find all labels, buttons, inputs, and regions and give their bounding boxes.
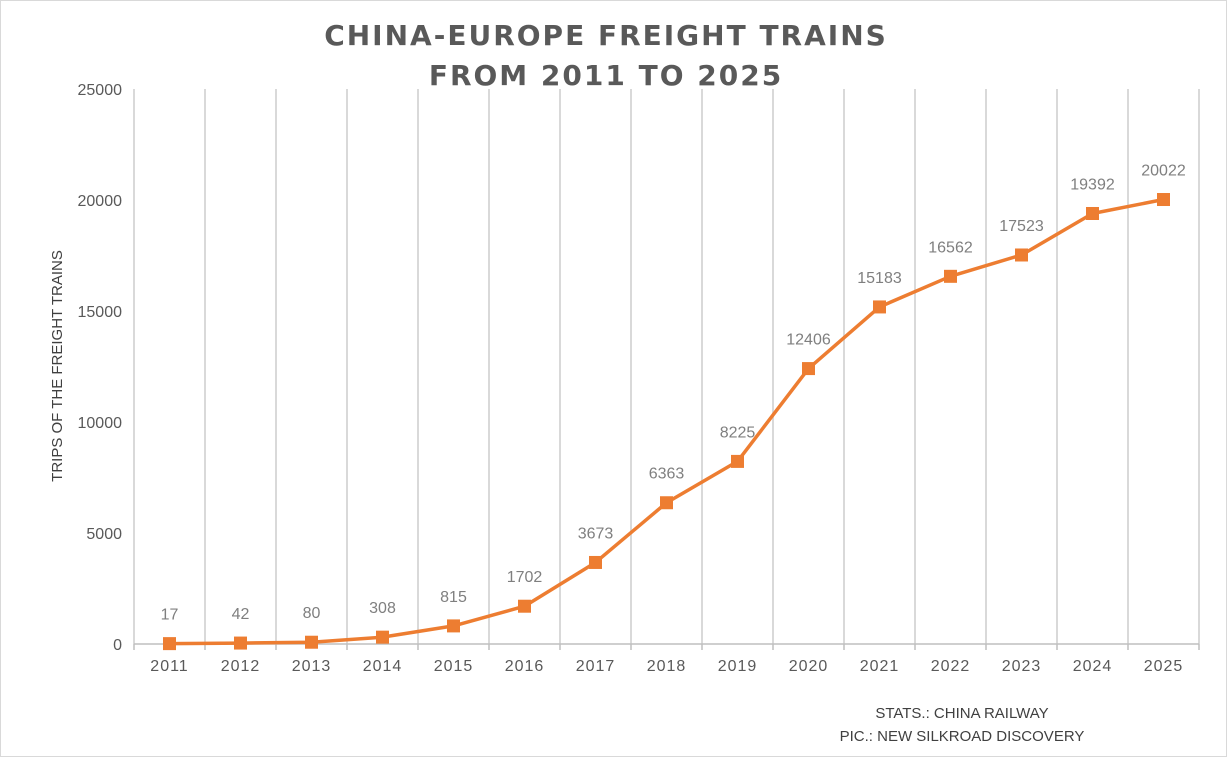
y-tick-label: 10000 <box>78 415 123 432</box>
x-tick-label: 2023 <box>1002 658 1042 675</box>
data-label: 308 <box>369 600 396 617</box>
data-label: 6363 <box>649 466 685 483</box>
data-point-marker <box>660 496 673 510</box>
data-point-marker <box>447 619 460 633</box>
data-label: 8225 <box>720 424 756 441</box>
x-tick-label: 2016 <box>505 658 545 675</box>
x-tick-label: 2011 <box>150 658 188 675</box>
x-tick-label: 2013 <box>292 658 332 675</box>
data-labels: 17 42 80 308 815 1702 3673 6363 8225 12406 15183 16… <box>161 163 1186 624</box>
data-point-marker <box>802 362 815 376</box>
y-tick-label: 5000 <box>86 526 122 543</box>
data-label: 1702 <box>507 569 543 586</box>
data-point-marker <box>731 454 744 468</box>
x-tick-label: 2018 <box>647 658 687 675</box>
series-layer <box>163 193 1170 651</box>
data-point-marker <box>1157 193 1170 207</box>
x-tick-label: 2012 <box>221 658 261 675</box>
x-tick-label: 2022 <box>931 658 971 675</box>
x-tick-label: 2017 <box>576 658 616 675</box>
data-label: 17 <box>161 607 179 624</box>
y-axis-label: TRIPS OF THE FREIGHT TRAINS <box>49 250 66 482</box>
data-label: 15183 <box>857 270 902 287</box>
data-point-marker <box>234 636 247 650</box>
x-tick-label: 2025 <box>1144 658 1184 675</box>
data-label: 19392 <box>1070 176 1115 193</box>
data-label: 20022 <box>1141 163 1186 180</box>
data-label: 80 <box>303 605 321 622</box>
data-point-marker <box>518 599 531 613</box>
data-label: 3673 <box>578 525 614 542</box>
x-tick-label: 2024 <box>1073 658 1113 675</box>
x-tick-label: 2021 <box>860 658 900 675</box>
data-point-marker <box>376 630 389 644</box>
data-label: 815 <box>440 589 467 606</box>
chart-title-line-2: FROM 2011 TO 2025 <box>429 59 783 92</box>
data-point-marker <box>944 269 957 283</box>
data-point-marker <box>1015 248 1028 262</box>
axes: 0 5000 10000 15000 20000 25000 2011 2012 2013 201… <box>78 82 1200 675</box>
y-tick-label: 25000 <box>78 82 123 99</box>
y-tick-label: 15000 <box>78 304 123 321</box>
y-tick-label: 0 <box>113 637 122 654</box>
x-tick-label: 2020 <box>789 658 829 675</box>
series-line <box>167 197 1166 646</box>
source-pic: PIC.: NEW SILKROAD DISCOVERY <box>840 728 1085 745</box>
data-label: 42 <box>232 606 250 623</box>
data-label: 17523 <box>999 218 1044 235</box>
source-stats: STATS.: CHINA RAILWAY <box>875 705 1048 722</box>
x-tick-label: 2015 <box>434 658 474 675</box>
x-tick-label: 2014 <box>363 658 403 675</box>
data-point-marker <box>873 300 886 314</box>
data-point-marker <box>163 637 176 651</box>
data-point-marker <box>1086 206 1099 220</box>
data-label: 16562 <box>928 239 973 256</box>
chart-title-line-1: CHINA-EUROPE FREIGHT TRAINS <box>324 19 888 52</box>
data-label: 12406 <box>786 332 831 349</box>
gridlines <box>133 89 1200 644</box>
data-point-marker <box>305 635 318 649</box>
y-tick-label: 20000 <box>78 193 123 210</box>
data-point-marker <box>589 555 602 569</box>
x-tick-label: 2019 <box>718 658 758 675</box>
